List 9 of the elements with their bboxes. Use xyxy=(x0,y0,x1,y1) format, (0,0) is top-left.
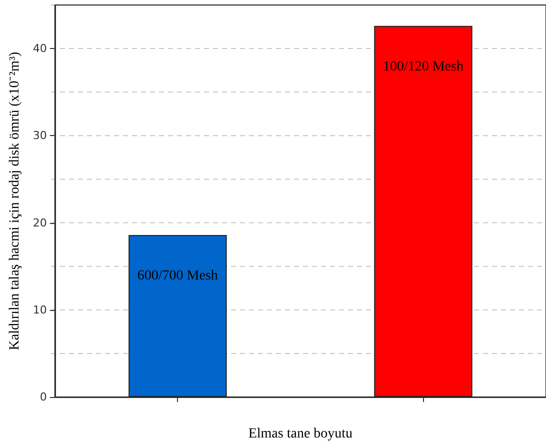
y-tick-label: 40 xyxy=(32,42,47,56)
y-tick-label: 0 xyxy=(40,390,47,404)
y-tick-label: 30 xyxy=(32,129,47,142)
x-axis-title: Elmas tane boyutu xyxy=(248,426,353,442)
y-axis-title: Kaldırılan talaş hacmi için rodaj disk ömrü (x10⁻²m³) xyxy=(8,51,22,350)
x-tick-label: 100/120 Mesh xyxy=(382,59,464,74)
y-tick-label: 20 xyxy=(32,216,47,230)
x-tick-label: 600/700 Mesh xyxy=(137,268,218,284)
y-tick-label: 10 xyxy=(32,303,47,316)
